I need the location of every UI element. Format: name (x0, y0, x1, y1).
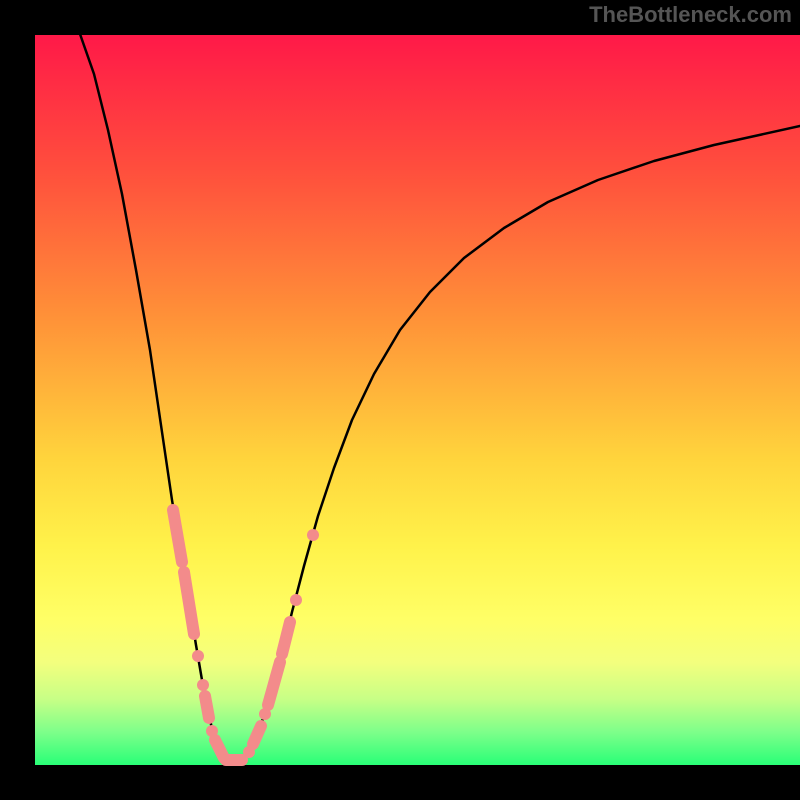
watermark-text: TheBottleneck.com (589, 0, 800, 28)
gradient-plot-area (35, 35, 800, 765)
